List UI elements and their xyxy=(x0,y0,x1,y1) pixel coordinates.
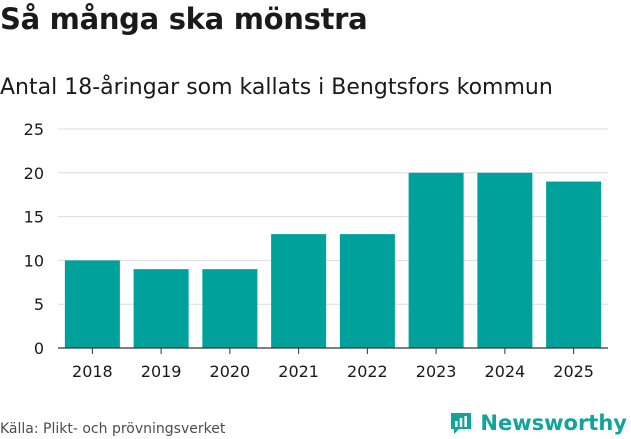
x-tick-label: 2020 xyxy=(210,362,251,381)
x-tick-label: 2025 xyxy=(553,362,594,381)
chart-title: Så många ska mönstra xyxy=(0,2,368,36)
x-tick-label: 2019 xyxy=(141,362,182,381)
x-tick-label: 2018 xyxy=(72,362,113,381)
bar xyxy=(202,269,258,348)
bar xyxy=(477,172,533,348)
x-tick-label: 2023 xyxy=(416,362,457,381)
y-tick-label: 15 xyxy=(24,208,44,227)
y-tick-label: 5 xyxy=(34,295,44,314)
source-note: Källa: Plikt- och prövningsverket xyxy=(0,421,226,437)
x-tick-label: 2021 xyxy=(278,362,319,381)
bar xyxy=(64,260,120,348)
y-tick-label: 0 xyxy=(34,339,44,358)
x-tick-label: 2024 xyxy=(485,362,526,381)
y-tick-label: 25 xyxy=(24,120,44,139)
x-tick-label: 2022 xyxy=(347,362,388,381)
newsworthy-logo-icon xyxy=(451,413,472,434)
bar xyxy=(133,269,189,348)
bar xyxy=(271,234,327,348)
bar xyxy=(339,234,395,348)
bar xyxy=(546,181,602,348)
chart-subtitle: Antal 18-åringar som kallats i Bengtsfor… xyxy=(0,75,553,100)
newsworthy-logo: Newsworthy xyxy=(448,410,627,436)
bar xyxy=(408,172,464,348)
y-tick-label: 10 xyxy=(24,251,44,270)
y-tick-label: 20 xyxy=(24,164,44,183)
brand-name: Newsworthy xyxy=(480,411,627,435)
